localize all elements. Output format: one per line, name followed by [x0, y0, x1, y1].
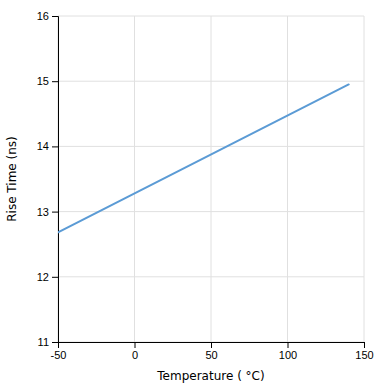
x-tick: 0: [132, 342, 138, 361]
y-axis: 11 12 13 14 15 16: [37, 10, 59, 348]
x-tick-mark: [135, 342, 136, 348]
y-tick-label: 14: [37, 140, 49, 152]
y-tick-mark: [52, 212, 58, 213]
x-tick: -50: [51, 342, 67, 361]
x-tick-label: -50: [51, 349, 67, 361]
y-tick-mark: [52, 342, 58, 343]
y-axis-label: Rise Time (ns): [5, 136, 19, 222]
line: [58, 84, 349, 232]
y-tick-label: 15: [37, 75, 49, 87]
x-tick-label: 0: [132, 349, 138, 361]
x-axis: -50 0 50 100 150: [51, 342, 374, 361]
y-tick: 11: [38, 336, 58, 348]
grid: [58, 16, 364, 342]
grid-line-y: [58, 81, 364, 82]
grid-line-x: [364, 16, 365, 342]
x-tick-label: 150: [355, 349, 373, 361]
grid-line-y: [58, 16, 364, 17]
y-tick-label: 11: [38, 336, 49, 348]
y-axis-line: [52, 17, 59, 343]
chart: -50 0 50 100 150 11 12 13 14 15 16 Temperature ( °C…: [0, 0, 382, 390]
y-tick-mark: [52, 277, 58, 278]
y-tick: 13: [37, 206, 58, 218]
y-tick: 12: [37, 271, 58, 283]
x-tick: 100: [279, 342, 297, 361]
y-tick: 14: [37, 140, 58, 152]
x-tick-label: 50: [205, 349, 217, 361]
y-tick-mark: [52, 81, 58, 82]
y-tick-label: 13: [37, 206, 49, 218]
x-tick-mark: [288, 342, 289, 348]
x-tick-label: 100: [279, 349, 297, 361]
x-axis-label: Temperature ( °C): [156, 369, 264, 383]
plot: -50 0 50 100 150 11 12 13 14 15 16: [37, 10, 374, 361]
x-tick: 50: [205, 342, 217, 361]
x-tick-mark: [211, 342, 212, 348]
y-tick: 15: [37, 75, 58, 87]
grid-line-x: [134, 16, 135, 342]
y-tick: 16: [37, 10, 58, 22]
grid-line-x: [211, 16, 212, 342]
y-tick-label: 12: [37, 271, 49, 283]
x-tick: 150: [355, 342, 373, 361]
y-tick-label: 16: [37, 10, 49, 22]
y-tick-mark: [52, 16, 58, 17]
y-tick-mark: [52, 146, 58, 147]
grid-line-y: [58, 276, 364, 277]
marks: [58, 84, 349, 232]
grid-line-y: [58, 146, 364, 147]
grid-line-x: [287, 16, 288, 342]
grid-line-y: [58, 211, 364, 212]
x-axis-line: [59, 343, 365, 349]
x-tick-mark: [364, 342, 365, 348]
